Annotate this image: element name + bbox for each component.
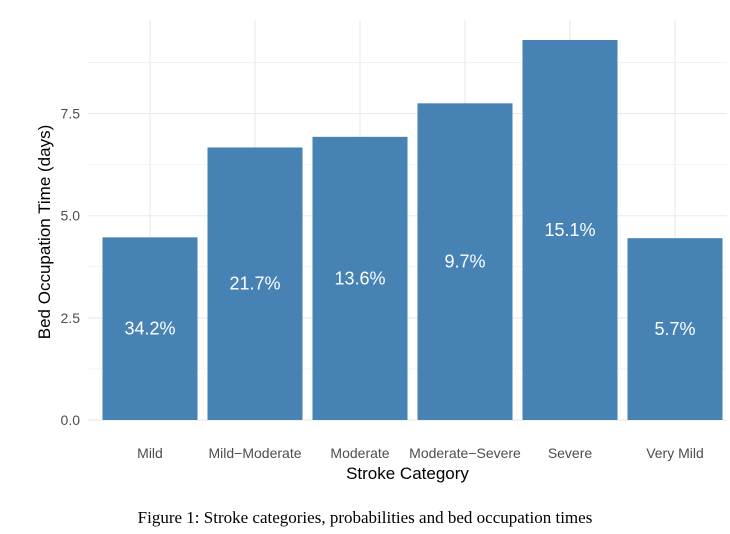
bar-value-label: 5.7%	[654, 319, 695, 339]
bar-value-label: 13.6%	[334, 268, 385, 288]
bar	[312, 136, 408, 420]
bar-value-label: 34.2%	[124, 319, 175, 339]
x-tick-label: Moderate	[330, 445, 389, 461]
figure-caption: Figure 1: Stroke categories, probabiliti…	[137, 508, 593, 527]
x-tick-label: Very Mild	[646, 445, 704, 461]
bar	[417, 103, 513, 420]
x-tick-label: Moderate−Severe	[409, 445, 521, 461]
bars	[102, 40, 723, 420]
x-axis-title: Stroke Category	[346, 464, 469, 483]
y-tick-label: 2.5	[61, 310, 81, 326]
x-tick-label: Mild	[137, 445, 163, 461]
bar-chart: 34.2% 21.7% 13.6% 9.7% 15.1% 5.7% 0.0 2.5 5.0 7.…	[35, 20, 727, 483]
x-axis-ticks: Mild Mild−Moderate Moderate Moderate−Severe…	[137, 445, 704, 461]
y-axis-title: Bed Occupation Time (days)	[35, 125, 54, 339]
bar	[102, 237, 198, 420]
x-tick-label: Mild−Moderate	[209, 445, 302, 461]
bar-value-label: 21.7%	[229, 274, 280, 294]
x-tick-label: Severe	[548, 445, 593, 461]
bar	[522, 40, 618, 420]
bar-value-label: 15.1%	[544, 220, 595, 240]
bar	[207, 147, 303, 420]
y-tick-label: 0.0	[61, 412, 81, 428]
y-tick-label: 7.5	[61, 106, 81, 122]
y-axis-ticks: 0.0 2.5 5.0 7.5	[61, 106, 81, 428]
bar-value-labels: 34.2% 21.7% 13.6% 9.7% 15.1% 5.7%	[124, 220, 695, 339]
y-tick-label: 5.0	[61, 208, 81, 224]
bar	[627, 238, 723, 420]
bar-value-label: 9.7%	[444, 252, 485, 272]
